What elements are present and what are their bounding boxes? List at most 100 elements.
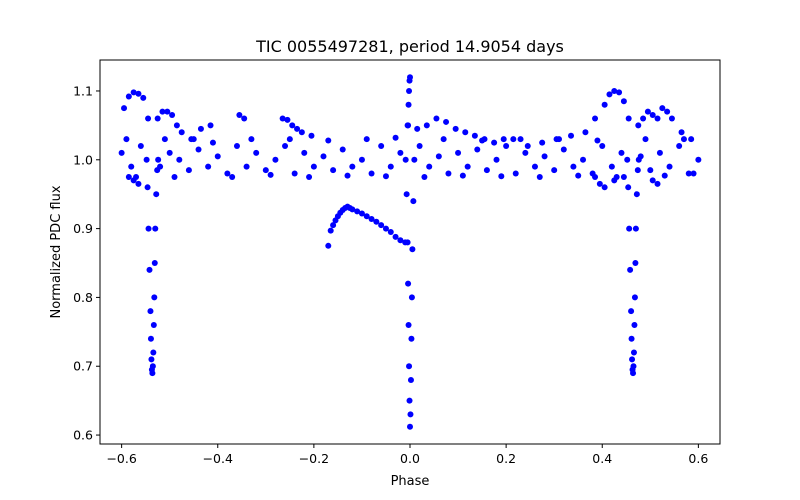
data-point-baseline-25 (368, 170, 375, 177)
data-point-low-arcs-4 (596, 180, 603, 187)
data-point-baseline-13 (253, 149, 260, 156)
data-point-eclipse-primary-4 (405, 321, 412, 328)
data-point-eclipse-primary-1 (403, 191, 410, 198)
data-point-eclipse-left-0 (143, 156, 150, 163)
data-point-baseline-0 (118, 149, 125, 156)
data-point-baseline-54 (666, 163, 673, 170)
data-point-baseline-50 (618, 149, 625, 156)
data-point-eclipse-left-12 (151, 294, 158, 301)
data-point-eclipse-left-1 (144, 184, 151, 191)
data-point-spike-primary-4 (407, 74, 413, 81)
data-point-eclipse-left-16 (154, 167, 161, 174)
data-point-secondary-arc-1 (327, 227, 334, 234)
data-point-secondary-arc-12 (358, 210, 365, 217)
data-point-baseline-38 (503, 143, 510, 150)
data-point-baseline-52 (647, 167, 654, 174)
data-point-upper-arcs-40 (592, 115, 599, 122)
x-tick-label-0: −0.6 (106, 451, 136, 466)
data-point-baseline-23 (349, 163, 356, 170)
data-point-upper-arcs-7 (159, 108, 166, 115)
data-point-baseline-53 (656, 149, 663, 156)
data-point-secondary-arc-2 (330, 222, 337, 229)
data-point-upper-arcs-47 (635, 122, 642, 129)
data-point-baseline-36 (483, 167, 490, 174)
y-axis-label: Normalized PDC flux (49, 185, 64, 318)
x-tick-label-3: 0.0 (400, 451, 420, 466)
x-tick-label-6: 0.6 (688, 451, 708, 466)
data-point-eclipse-right-17 (635, 156, 642, 163)
data-point-baseline-80 (536, 173, 543, 180)
data-point-baseline-15 (272, 156, 279, 163)
data-point-baseline-48 (599, 143, 606, 150)
data-point-eclipse-left-13 (151, 260, 158, 267)
data-point-baseline-45 (570, 163, 577, 170)
data-point-baseline-68 (306, 173, 313, 180)
data-point-upper-arcs-48 (640, 115, 647, 122)
data-point-spike-primary-1 (405, 101, 412, 108)
data-point-baseline-5 (176, 156, 183, 163)
data-point-upper-arcs-6 (154, 115, 161, 122)
x-axis-ticks: −0.6 −0.4 −0.2 0.0 0.2 0.4 0.6 (106, 444, 708, 466)
data-point-upper-arcs-46 (625, 115, 632, 122)
data-point-baseline-12 (243, 163, 250, 170)
data-point-eclipse-left-4 (147, 308, 154, 315)
data-point-upper-arcs-30 (471, 132, 478, 139)
data-point-baseline-37 (493, 156, 500, 163)
data-point-baseline-8 (205, 163, 212, 170)
chart-title: TIC 0055497281, period 14.9054 days (255, 37, 564, 56)
x-tick-label-5: 0.4 (592, 451, 612, 466)
data-point-upper-arcs-31 (481, 136, 488, 143)
data-point-secondary-arc-11 (354, 208, 361, 215)
data-point-baseline-70 (344, 172, 351, 179)
data-point-baseline-49 (608, 163, 615, 170)
data-point-baseline-4 (166, 149, 173, 156)
data-point-baseline-63 (209, 139, 216, 146)
data-point-eclipse-right-11 (631, 321, 638, 328)
data-point-baseline-83 (594, 137, 601, 144)
data-point-baseline-88 (690, 170, 697, 177)
data-point-baseline-40 (522, 149, 529, 156)
data-point-baseline-87 (680, 136, 687, 143)
data-point-upper-arcs-25 (423, 122, 430, 129)
data-point-upper-arcs-27 (443, 118, 450, 125)
data-point-baseline-9 (214, 153, 221, 160)
data-point-baseline-41 (531, 163, 538, 170)
data-point-baseline-72 (382, 173, 389, 180)
data-point-upper-arcs-54 (668, 115, 675, 122)
data-point-baseline-67 (286, 136, 293, 143)
data-point-upper-arcs-21 (298, 129, 305, 136)
data-point-eclipse-right-1 (625, 184, 632, 191)
y-tick-label-2: 0.8 (73, 290, 93, 305)
data-point-baseline-73 (392, 134, 399, 141)
data-point-eclipse-right-13 (632, 260, 639, 267)
data-point-baseline-35 (474, 146, 481, 153)
data-point-upper-arcs-1 (125, 93, 132, 100)
data-point-baseline-39 (512, 170, 519, 177)
x-axis-label: Phase (391, 474, 430, 489)
data-point-upper-arcs-52 (659, 105, 666, 112)
data-point-upper-arcs-4 (140, 94, 147, 101)
data-point-upper-arcs-36 (539, 139, 546, 146)
data-point-baseline-74 (421, 173, 428, 180)
data-point-upper-arcs-17 (279, 115, 286, 122)
x-tick-label-1: −0.4 (203, 451, 233, 466)
data-point-upper-arcs-8 (164, 108, 171, 115)
data-point-baseline-27 (387, 163, 394, 170)
data-point-low-arcs-5 (601, 184, 608, 191)
data-point-baseline-86 (661, 172, 668, 179)
data-point-upper-arcs-0 (121, 105, 128, 112)
data-point-upper-arcs-15 (236, 112, 243, 119)
data-point-upper-arcs-34 (510, 136, 517, 143)
data-point-eclipse-right-12 (631, 294, 638, 301)
data-point-baseline-85 (642, 136, 649, 143)
data-point-upper-arcs-20 (294, 125, 301, 132)
data-point-low-arcs-2 (135, 180, 142, 187)
data-point-upper-arcs-45 (620, 98, 627, 105)
data-point-baseline-1 (128, 163, 135, 170)
data-point-eclipse-primary-3 (405, 280, 412, 287)
data-point-baseline-55 (676, 143, 683, 150)
data-point-baseline-31 (435, 153, 442, 160)
data-point-upper-arcs-50 (649, 112, 656, 119)
data-point-upper-arcs-42 (606, 91, 613, 98)
data-point-baseline-75 (440, 136, 447, 143)
